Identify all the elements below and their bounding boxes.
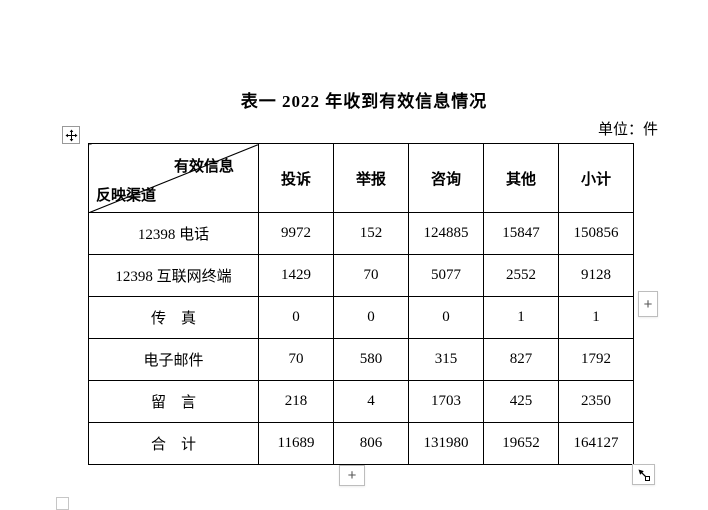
value-cell[interactable]: 70 bbox=[333, 254, 409, 297]
value-cell[interactable]: 0 bbox=[408, 296, 484, 339]
value-cell[interactable]: 4 bbox=[333, 380, 409, 423]
column-header[interactable]: 举报 bbox=[333, 143, 409, 213]
move-icon bbox=[65, 129, 78, 142]
value-cell[interactable]: 150856 bbox=[558, 212, 634, 255]
add-row-button[interactable]: + bbox=[339, 465, 365, 486]
value-cell[interactable]: 1429 bbox=[258, 254, 334, 297]
table-row: 12398 电话 9972 152 124885 15847 150856 bbox=[88, 212, 634, 255]
value-cell[interactable]: 164127 bbox=[558, 422, 634, 465]
value-cell[interactable]: 218 bbox=[258, 380, 334, 423]
value-cell[interactable]: 11689 bbox=[258, 422, 334, 465]
row-label-cell[interactable]: 12398 互联网终端 bbox=[88, 254, 259, 297]
table-row: 电子邮件 70 580 315 827 1792 bbox=[88, 338, 634, 381]
value-cell[interactable]: 9972 bbox=[258, 212, 334, 255]
table-title: 表一 2022 年收到有效信息情况 bbox=[240, 92, 488, 111]
row-label-cell[interactable]: 电子邮件 bbox=[88, 338, 259, 381]
column-header[interactable]: 其他 bbox=[483, 143, 559, 213]
row-label-cell[interactable]: 传 真 bbox=[88, 296, 259, 339]
value-cell[interactable]: 2552 bbox=[483, 254, 559, 297]
value-cell[interactable]: 806 bbox=[333, 422, 409, 465]
value-cell[interactable]: 19652 bbox=[483, 422, 559, 465]
value-cell[interactable]: 1792 bbox=[558, 338, 634, 381]
data-table: 有效信息 反映渠道 投诉 举报 咨询 其他 小计 12398 电话 9972 1… bbox=[88, 143, 634, 465]
diagonal-label-top: 有效信息 bbox=[173, 159, 234, 175]
column-header[interactable]: 小计 bbox=[558, 143, 634, 213]
value-cell[interactable]: 1 bbox=[558, 296, 634, 339]
table-row: 留 言 218 4 1703 425 2350 bbox=[88, 380, 634, 423]
column-header[interactable]: 咨询 bbox=[408, 143, 484, 213]
value-cell[interactable]: 0 bbox=[333, 296, 409, 339]
row-label-cell[interactable]: 留 言 bbox=[88, 380, 259, 423]
value-cell[interactable]: 70 bbox=[258, 338, 334, 381]
diagonal-label-bottom: 反映渠道 bbox=[96, 188, 157, 204]
resize-icon bbox=[637, 468, 651, 482]
table-row: 传 真 0 0 0 1 1 bbox=[88, 296, 634, 339]
table-resize-handle[interactable] bbox=[632, 464, 655, 485]
value-cell[interactable]: 1 bbox=[483, 296, 559, 339]
value-cell[interactable]: 0 bbox=[258, 296, 334, 339]
header-row: 有效信息 反映渠道 投诉 举报 咨询 其他 小计 bbox=[88, 143, 634, 213]
value-cell[interactable]: 9128 bbox=[558, 254, 634, 297]
value-cell[interactable]: 131980 bbox=[408, 422, 484, 465]
value-cell[interactable]: 827 bbox=[483, 338, 559, 381]
value-cell[interactable]: 5077 bbox=[408, 254, 484, 297]
add-column-button[interactable]: + bbox=[638, 291, 658, 317]
value-cell[interactable]: 124885 bbox=[408, 212, 484, 255]
row-label-cell[interactable]: 合 计 bbox=[88, 422, 259, 465]
value-cell[interactable]: 425 bbox=[483, 380, 559, 423]
value-cell[interactable]: 2350 bbox=[558, 380, 634, 423]
diagonal-header-cell[interactable]: 有效信息 反映渠道 bbox=[88, 143, 259, 213]
value-cell[interactable]: 580 bbox=[333, 338, 409, 381]
column-header[interactable]: 投诉 bbox=[258, 143, 334, 213]
scroll-corner-box bbox=[56, 497, 69, 510]
value-cell[interactable]: 15847 bbox=[483, 212, 559, 255]
row-label-cell[interactable]: 12398 电话 bbox=[88, 212, 259, 255]
table-row: 12398 互联网终端 1429 70 5077 2552 9128 bbox=[88, 254, 634, 297]
value-cell[interactable]: 1703 bbox=[408, 380, 484, 423]
value-cell[interactable]: 315 bbox=[408, 338, 484, 381]
value-cell[interactable]: 152 bbox=[333, 212, 409, 255]
unit-label: 单位：件 bbox=[597, 122, 658, 138]
table-move-handle[interactable] bbox=[62, 126, 80, 144]
table-row-total: 合 计 11689 806 131980 19652 164127 bbox=[88, 422, 634, 465]
